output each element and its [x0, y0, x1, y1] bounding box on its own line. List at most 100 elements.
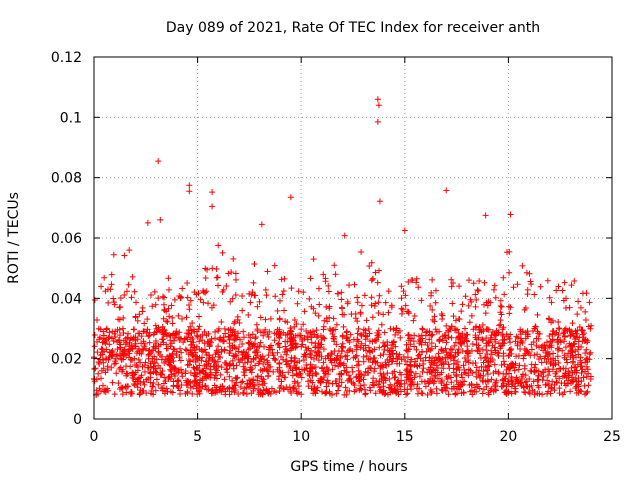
data-point: [514, 281, 521, 288]
data-point: [250, 385, 257, 392]
data-point: [380, 387, 387, 394]
data-point: [139, 308, 146, 315]
data-point: [264, 361, 271, 368]
data-point: [117, 303, 124, 310]
data-point: [473, 336, 480, 343]
data-point: [196, 379, 203, 386]
data-point: [445, 328, 452, 335]
data-point: [133, 299, 140, 306]
data-point: [514, 380, 521, 387]
data-point: [196, 362, 203, 369]
data-point: [229, 357, 236, 364]
data-point: [261, 380, 268, 387]
data-point: [415, 333, 422, 340]
data-point: [476, 350, 483, 357]
data-point: [469, 370, 476, 377]
data-point: [231, 320, 238, 327]
data-point: [466, 319, 473, 326]
data-point: [119, 385, 126, 392]
data-point: [116, 304, 123, 311]
data-point: [411, 343, 418, 350]
data-point: [168, 302, 175, 309]
data-point: [568, 346, 575, 353]
data-point: [121, 291, 128, 298]
data-point: [261, 343, 268, 350]
data-point: [182, 368, 189, 375]
data-point: [253, 321, 260, 328]
data-point: [167, 366, 174, 373]
data-point: [376, 344, 383, 351]
data-point: [361, 386, 368, 393]
data-point: [330, 315, 337, 322]
data-point: [355, 373, 362, 380]
data-point: [461, 355, 468, 362]
data-point: [214, 358, 221, 365]
data-point: [424, 328, 431, 335]
data-point: [295, 288, 302, 295]
data-point: [207, 366, 214, 373]
data-point: [121, 351, 128, 358]
data-point: [200, 375, 207, 382]
data-point: [262, 286, 269, 293]
data-point: [239, 378, 246, 385]
data-point: [168, 340, 175, 347]
data-point: [466, 277, 473, 284]
data-point: [165, 374, 172, 381]
data-point: [497, 302, 504, 309]
data-point: [483, 342, 490, 349]
data-point: [419, 326, 426, 333]
data-point: [382, 299, 389, 306]
data-point: [170, 330, 177, 337]
data-point: [166, 313, 173, 320]
data-point: [482, 310, 489, 317]
data-point: [91, 378, 98, 385]
data-point: [582, 336, 589, 343]
data-point: [370, 375, 377, 382]
data-point: [582, 317, 589, 324]
data-point: [447, 374, 454, 381]
data-point: [288, 389, 295, 396]
data-point: [407, 368, 414, 375]
data-point: [176, 391, 183, 398]
data-point: [116, 365, 123, 372]
data-point: [197, 296, 204, 303]
data-point: [569, 369, 576, 376]
data-point: [537, 353, 544, 360]
data-point: [520, 383, 527, 390]
data-point: [377, 370, 384, 377]
data-point: [329, 380, 336, 387]
data-point: [230, 326, 237, 333]
data-point: [584, 366, 591, 373]
data-point: [212, 351, 219, 358]
data-point: [414, 363, 421, 370]
data-point: [581, 330, 587, 337]
data-point: [530, 378, 537, 385]
data-point: [111, 391, 118, 398]
data-point: [183, 314, 190, 321]
data-point: [94, 338, 101, 345]
data-point: [320, 326, 327, 333]
data-point: [338, 289, 345, 296]
data-point: [179, 373, 186, 380]
data-point: [528, 341, 535, 348]
data-point: [497, 321, 504, 328]
data-points: [91, 96, 595, 398]
data-point: [521, 362, 528, 369]
data-point: [445, 334, 452, 341]
data-point: [186, 188, 193, 195]
data-point: [371, 368, 378, 375]
data-point: [294, 379, 301, 386]
data-point: [468, 312, 475, 319]
data-point: [128, 345, 135, 352]
data-point: [480, 327, 487, 334]
data-point: [289, 367, 296, 374]
data-point: [193, 328, 200, 335]
data-point: [423, 329, 430, 336]
data-point: [509, 381, 516, 388]
data-point: [520, 352, 527, 359]
data-point: [219, 249, 226, 256]
data-point: [176, 293, 183, 300]
data-point: [527, 278, 534, 285]
data-point: [263, 292, 270, 299]
data-point: [309, 328, 316, 335]
